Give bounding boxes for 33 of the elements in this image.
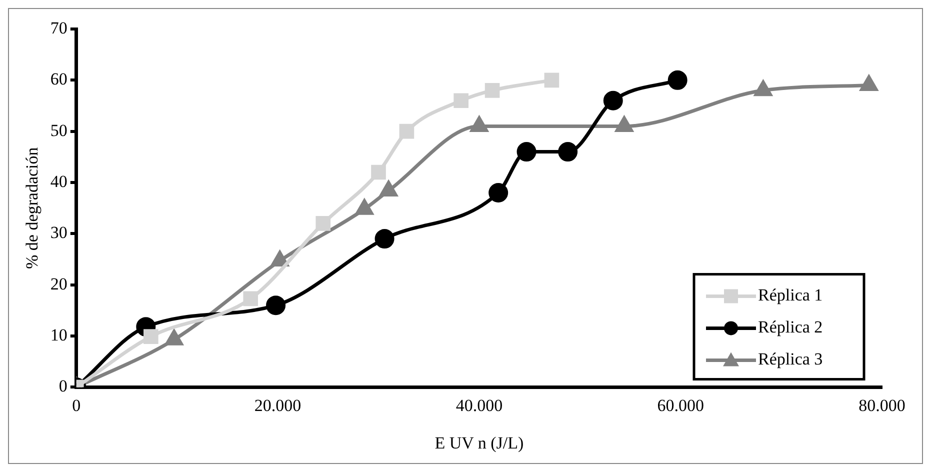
point [266,296,286,316]
x-axis-title: E UV n (J/L) [434,433,524,452]
y-axis-title: % de degradación [22,146,42,269]
y-tick-label: 50 [50,120,68,140]
x-tick-label: 20.000 [254,396,302,415]
y-tick-label: 10 [50,325,68,344]
point [371,164,386,180]
x-tick-label: 0 [72,396,81,415]
point [488,183,508,202]
point [399,124,414,139]
point [668,70,688,90]
y-tick-label: 0 [58,376,68,396]
legend-label: Réplica 2 [758,318,823,337]
legend-label: Réplica 3 [758,350,823,369]
point [243,291,258,306]
point [454,93,468,108]
legend-label: Réplica 1 [758,286,823,305]
point [144,329,158,344]
point [558,142,578,162]
x-tick-label: 40.000 [456,396,503,415]
y-tick-label: 60 [50,70,68,89]
y-tick-label: 30 [50,223,68,242]
point [374,229,394,249]
point [484,83,500,98]
point [516,142,536,162]
point [316,216,331,231]
y-tick-label: 20 [50,274,68,294]
point [603,90,623,110]
y-tick-label: 70 [50,18,68,38]
x-tick-label: 60.000 [657,396,704,415]
x-tick-label: 80.000 [858,396,906,415]
y-tick-label: 40 [50,172,68,191]
point [544,72,560,88]
